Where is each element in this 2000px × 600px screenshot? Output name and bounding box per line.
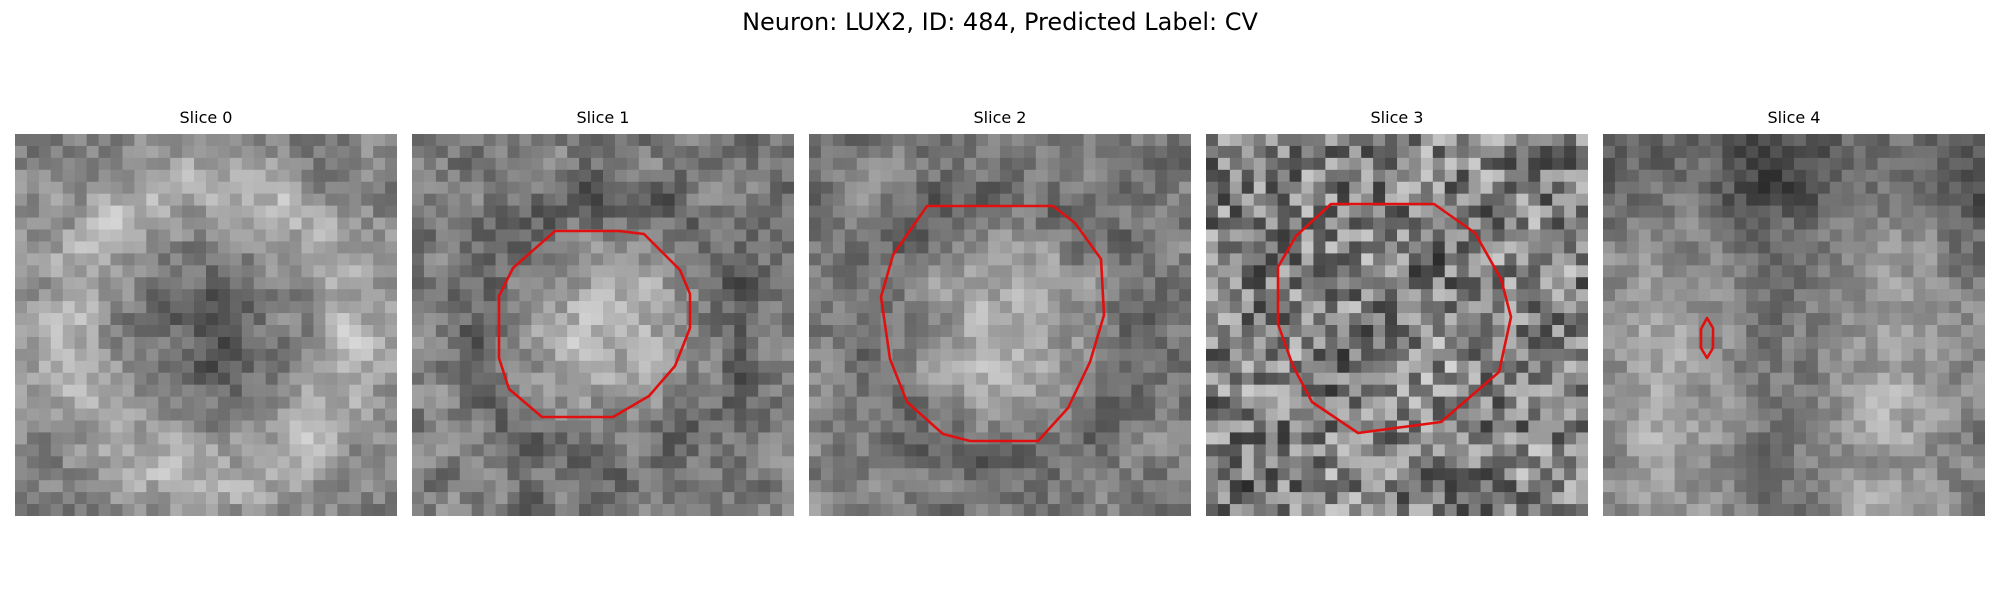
slice-panel-1: Slice 1 [412,108,794,518]
segmentation-contour [497,229,692,419]
slice-title: Slice 0 [179,108,233,127]
slice-image [1206,134,1588,516]
slice-title: Slice 2 [973,108,1027,127]
figure-title: Neuron: LUX2, ID: 484, Predicted Label: … [742,8,1258,36]
slice-image [809,134,1191,516]
slice-title: Slice 1 [576,108,630,127]
slice-panel-3: Slice 3 [1206,108,1588,518]
segmentation-contour [1699,316,1715,360]
slice-title: Slice 4 [1767,108,1821,127]
slice-image [412,134,794,516]
slice-panel-2: Slice 2 [809,108,1191,518]
slice-image [15,134,397,516]
slice-panel-4: Slice 4 [1603,108,1985,518]
slice-image [1603,134,1985,516]
segmentation-contour [879,204,1106,443]
slice-title: Slice 3 [1370,108,1424,127]
segmentation-contour [1276,202,1513,435]
slice-panel-0: Slice 0 [15,108,397,518]
